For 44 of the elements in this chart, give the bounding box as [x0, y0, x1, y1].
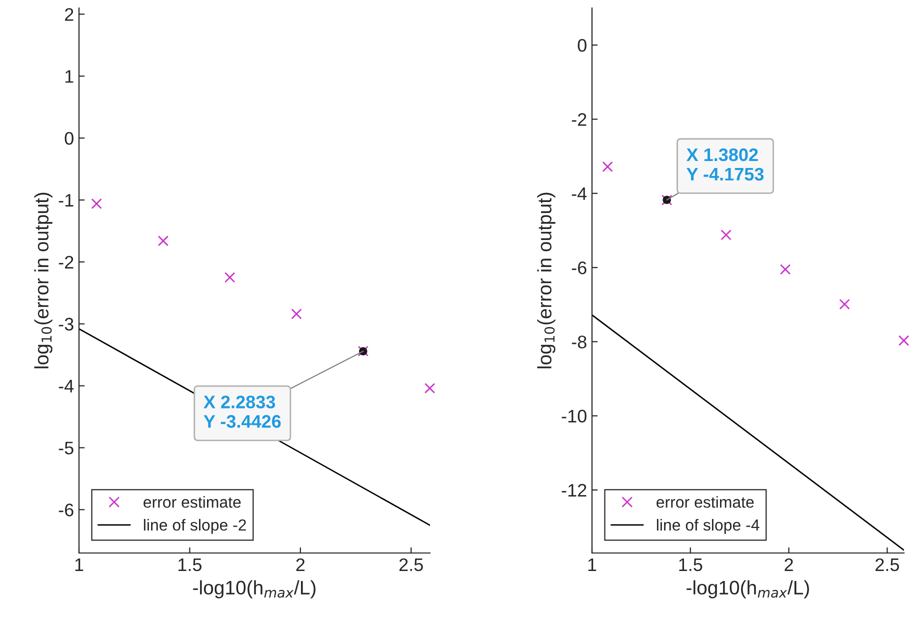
y-tick-label: -8 [572, 336, 586, 348]
y-axis-title: log$_{10}$(error in output) [537, 192, 556, 368]
x-tick-label: 1.5 [679, 558, 702, 572]
legend-label: line of slope -4 [656, 518, 760, 534]
point [839, 298, 850, 310]
x-tick-label: 1 [75, 558, 84, 571]
y-axis-title: log$_{10}$(error in output) [34, 192, 52, 368]
annotation: X 1.3802 Y -4.1753 [686, 148, 764, 181]
x-axis-title: -log10(h$_{max}$/L) [193, 580, 316, 598]
legend-label: line of slope -2 [144, 518, 246, 534]
point [898, 335, 910, 346]
point [602, 161, 613, 172]
y-tick-label: -2 [572, 113, 586, 126]
point [91, 198, 102, 210]
y-tick-label: -4 [572, 187, 587, 200]
y-tick-label: -10 [562, 410, 586, 423]
point [224, 272, 236, 283]
y-tick-label: 2 [65, 8, 74, 21]
x-tick-label: 1.5 [178, 558, 202, 572]
y-tick-label: -3 [58, 318, 74, 331]
x-tick-label: 2 [296, 558, 305, 571]
y-tick-label: 0 [64, 132, 74, 145]
y-tick-label: -5 [58, 442, 74, 454]
x-tick-label: 2.5 [876, 558, 900, 572]
y-tick-label: -6 [572, 261, 586, 274]
annotation: X 2.2833 Y -3.4426 [204, 396, 281, 428]
y-tick-label: -1 [58, 194, 74, 207]
point [720, 230, 732, 240]
point [158, 236, 169, 246]
point [424, 382, 436, 394]
legend-label: error estimate [656, 496, 754, 508]
x-tick-label: 2 [784, 558, 793, 571]
y-tick-label: 0 [578, 39, 586, 52]
y-tick-label: -12 [562, 484, 586, 497]
x-tick-label: 1 [588, 558, 596, 571]
legend-label: error estimate [144, 496, 241, 508]
y-tick-label: -2 [58, 256, 74, 268]
point [780, 264, 791, 275]
x-tick-label: 2.5 [399, 558, 423, 572]
y-tick-label: 1 [65, 70, 74, 83]
y-tick-label: -4 [58, 380, 74, 392]
x-axis-title: -log10(h$_{max}$/L) [686, 580, 809, 598]
y-tick-label: -6 [58, 504, 74, 516]
point [291, 308, 302, 320]
